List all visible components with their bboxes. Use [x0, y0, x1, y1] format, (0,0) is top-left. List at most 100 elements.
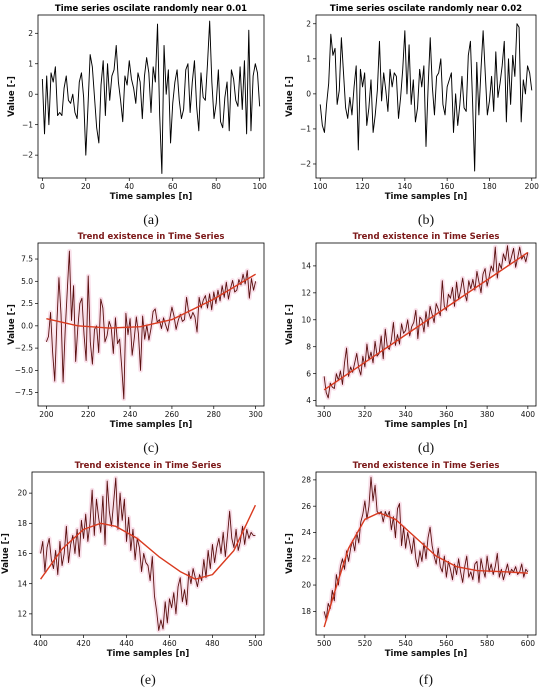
y-tick-label: 1 — [28, 59, 33, 68]
series-group — [321, 475, 530, 628]
chart-panel-b: Time series oscilate randomly near 0.02 1… — [285, 4, 539, 202]
y-tick-label: 20 — [17, 489, 27, 498]
y-tick-label: 5.0 — [21, 277, 33, 286]
x-tick-label: 280 — [207, 410, 222, 419]
y-tick-label: −2 — [22, 151, 33, 160]
chart-title: Trend existence in Time Series — [353, 461, 500, 471]
y-tick-label: 26 — [301, 502, 311, 511]
series-group — [321, 243, 531, 401]
x-tick-label: 480 — [205, 639, 220, 648]
x-axis-label: Time samples [n] — [385, 192, 468, 202]
x-tick-label: 200 — [525, 182, 540, 191]
panel-caption: (d) — [418, 441, 435, 456]
x-tick-label: 400 — [33, 639, 48, 648]
x-tick-label: 300 — [317, 410, 332, 419]
x-tick-label: 360 — [439, 410, 454, 419]
x-axis-label: Time samples [n] — [385, 649, 468, 659]
panel-caption: (a) — [143, 213, 159, 228]
x-tick-label: 220 — [81, 410, 96, 419]
x-tick-label: 440 — [119, 639, 134, 648]
x-tick-label: 100 — [313, 182, 328, 191]
y-axis-label: Value [-] — [7, 76, 17, 117]
y-axis-label: Value [-] — [285, 76, 295, 117]
y-tick-label: 22 — [301, 554, 311, 563]
y-tick-label: 20 — [301, 581, 311, 590]
series-group — [38, 475, 257, 633]
y-tick-label: 24 — [301, 528, 311, 537]
series-line-trend — [46, 273, 256, 329]
y-tick-label: 12 — [17, 609, 27, 618]
chart-panel-a: Time series oscilate randomly near 0.01 0… — [7, 4, 267, 202]
chart-title: Trend existence in Time Series — [75, 461, 222, 471]
x-tick-label: 320 — [358, 410, 373, 419]
x-tick-label: 560 — [439, 639, 454, 648]
y-tick-label: 18 — [17, 519, 27, 528]
panel-caption: (f) — [419, 673, 433, 688]
series-group — [41, 20, 261, 174]
y-tick-label: −2 — [300, 160, 311, 169]
series-line-raw — [41, 20, 261, 174]
y-tick-label: 2.5 — [21, 299, 33, 308]
series-group — [319, 23, 533, 172]
series-line-raw — [40, 477, 256, 631]
y-tick-label: 12 — [301, 288, 311, 297]
x-axis-label: Time samples [n] — [110, 192, 193, 202]
y-tick-label: −1 — [300, 125, 311, 134]
series-line-trend — [323, 251, 529, 391]
x-tick-label: 100 — [252, 182, 267, 191]
chart-panel-d: Trend existence in Time Series 300 320 340 3… — [285, 232, 537, 430]
y-tick-label: 28 — [301, 475, 311, 484]
y-tick-label: 18 — [301, 607, 311, 616]
x-tick-label: 580 — [480, 639, 495, 648]
y-tick-label: 8 — [306, 342, 311, 351]
chart-panel-c: Trend existence in Time Series 200 220 240 2… — [7, 232, 265, 430]
y-tick-label: 4 — [306, 396, 311, 405]
series-line-raw — [45, 250, 257, 400]
x-tick-label: 460 — [162, 639, 177, 648]
x-tick-label: 420 — [76, 639, 91, 648]
plot-frame — [37, 14, 265, 179]
x-tick-label: 200 — [39, 410, 54, 419]
y-tick-label: 7.5 — [21, 255, 33, 264]
chart-title: Time series oscilate randomly near 0.01 — [55, 4, 247, 14]
y-tick-label: 14 — [301, 262, 311, 271]
series-line-trend — [40, 504, 257, 580]
x-tick-label: 180 — [482, 182, 497, 191]
x-tick-label: 600 — [521, 639, 536, 648]
x-axis-label: Time samples [n] — [107, 649, 190, 659]
y-axis-label: Value [-] — [1, 533, 11, 574]
x-tick-label: 20 — [81, 182, 91, 191]
x-tick-label: 540 — [398, 639, 413, 648]
x-tick-label: 340 — [398, 410, 413, 419]
series-line-raw — [323, 245, 529, 399]
series-line-raw — [319, 23, 533, 172]
chart-title: Trend existence in Time Series — [353, 232, 500, 242]
x-axis-label: Time samples [n] — [110, 420, 193, 430]
x-tick-label: 400 — [521, 410, 536, 419]
y-tick-label: −7.5 — [15, 388, 33, 397]
chart-title: Time series oscilate randomly near 0.02 — [330, 4, 522, 14]
x-tick-label: 380 — [480, 410, 495, 419]
y-tick-label: 6 — [306, 369, 311, 378]
y-tick-label: 0 — [306, 89, 311, 98]
x-tick-label: 520 — [358, 639, 373, 648]
chart-panel-f: Trend existence in Time Series 500 520 540 5… — [285, 461, 537, 659]
panel-caption: (e) — [140, 673, 156, 688]
y-tick-label: 10 — [301, 315, 311, 324]
x-tick-label: 80 — [211, 182, 221, 191]
x-tick-label: 160 — [440, 182, 455, 191]
x-axis-label: Time samples [n] — [385, 420, 468, 430]
x-tick-label: 500 — [317, 639, 332, 648]
y-tick-label: 1 — [306, 54, 311, 63]
panel-caption: (c) — [143, 441, 159, 456]
plot-frame — [315, 14, 537, 179]
x-tick-label: 260 — [165, 410, 180, 419]
x-tick-label: 40 — [124, 182, 134, 191]
y-axis-label: Value [-] — [285, 533, 295, 574]
y-tick-label: 0.0 — [21, 321, 33, 330]
series-line-trend — [323, 512, 528, 628]
y-tick-label: 14 — [17, 579, 27, 588]
x-tick-label: 120 — [355, 182, 370, 191]
panel-caption: (b) — [418, 213, 435, 228]
